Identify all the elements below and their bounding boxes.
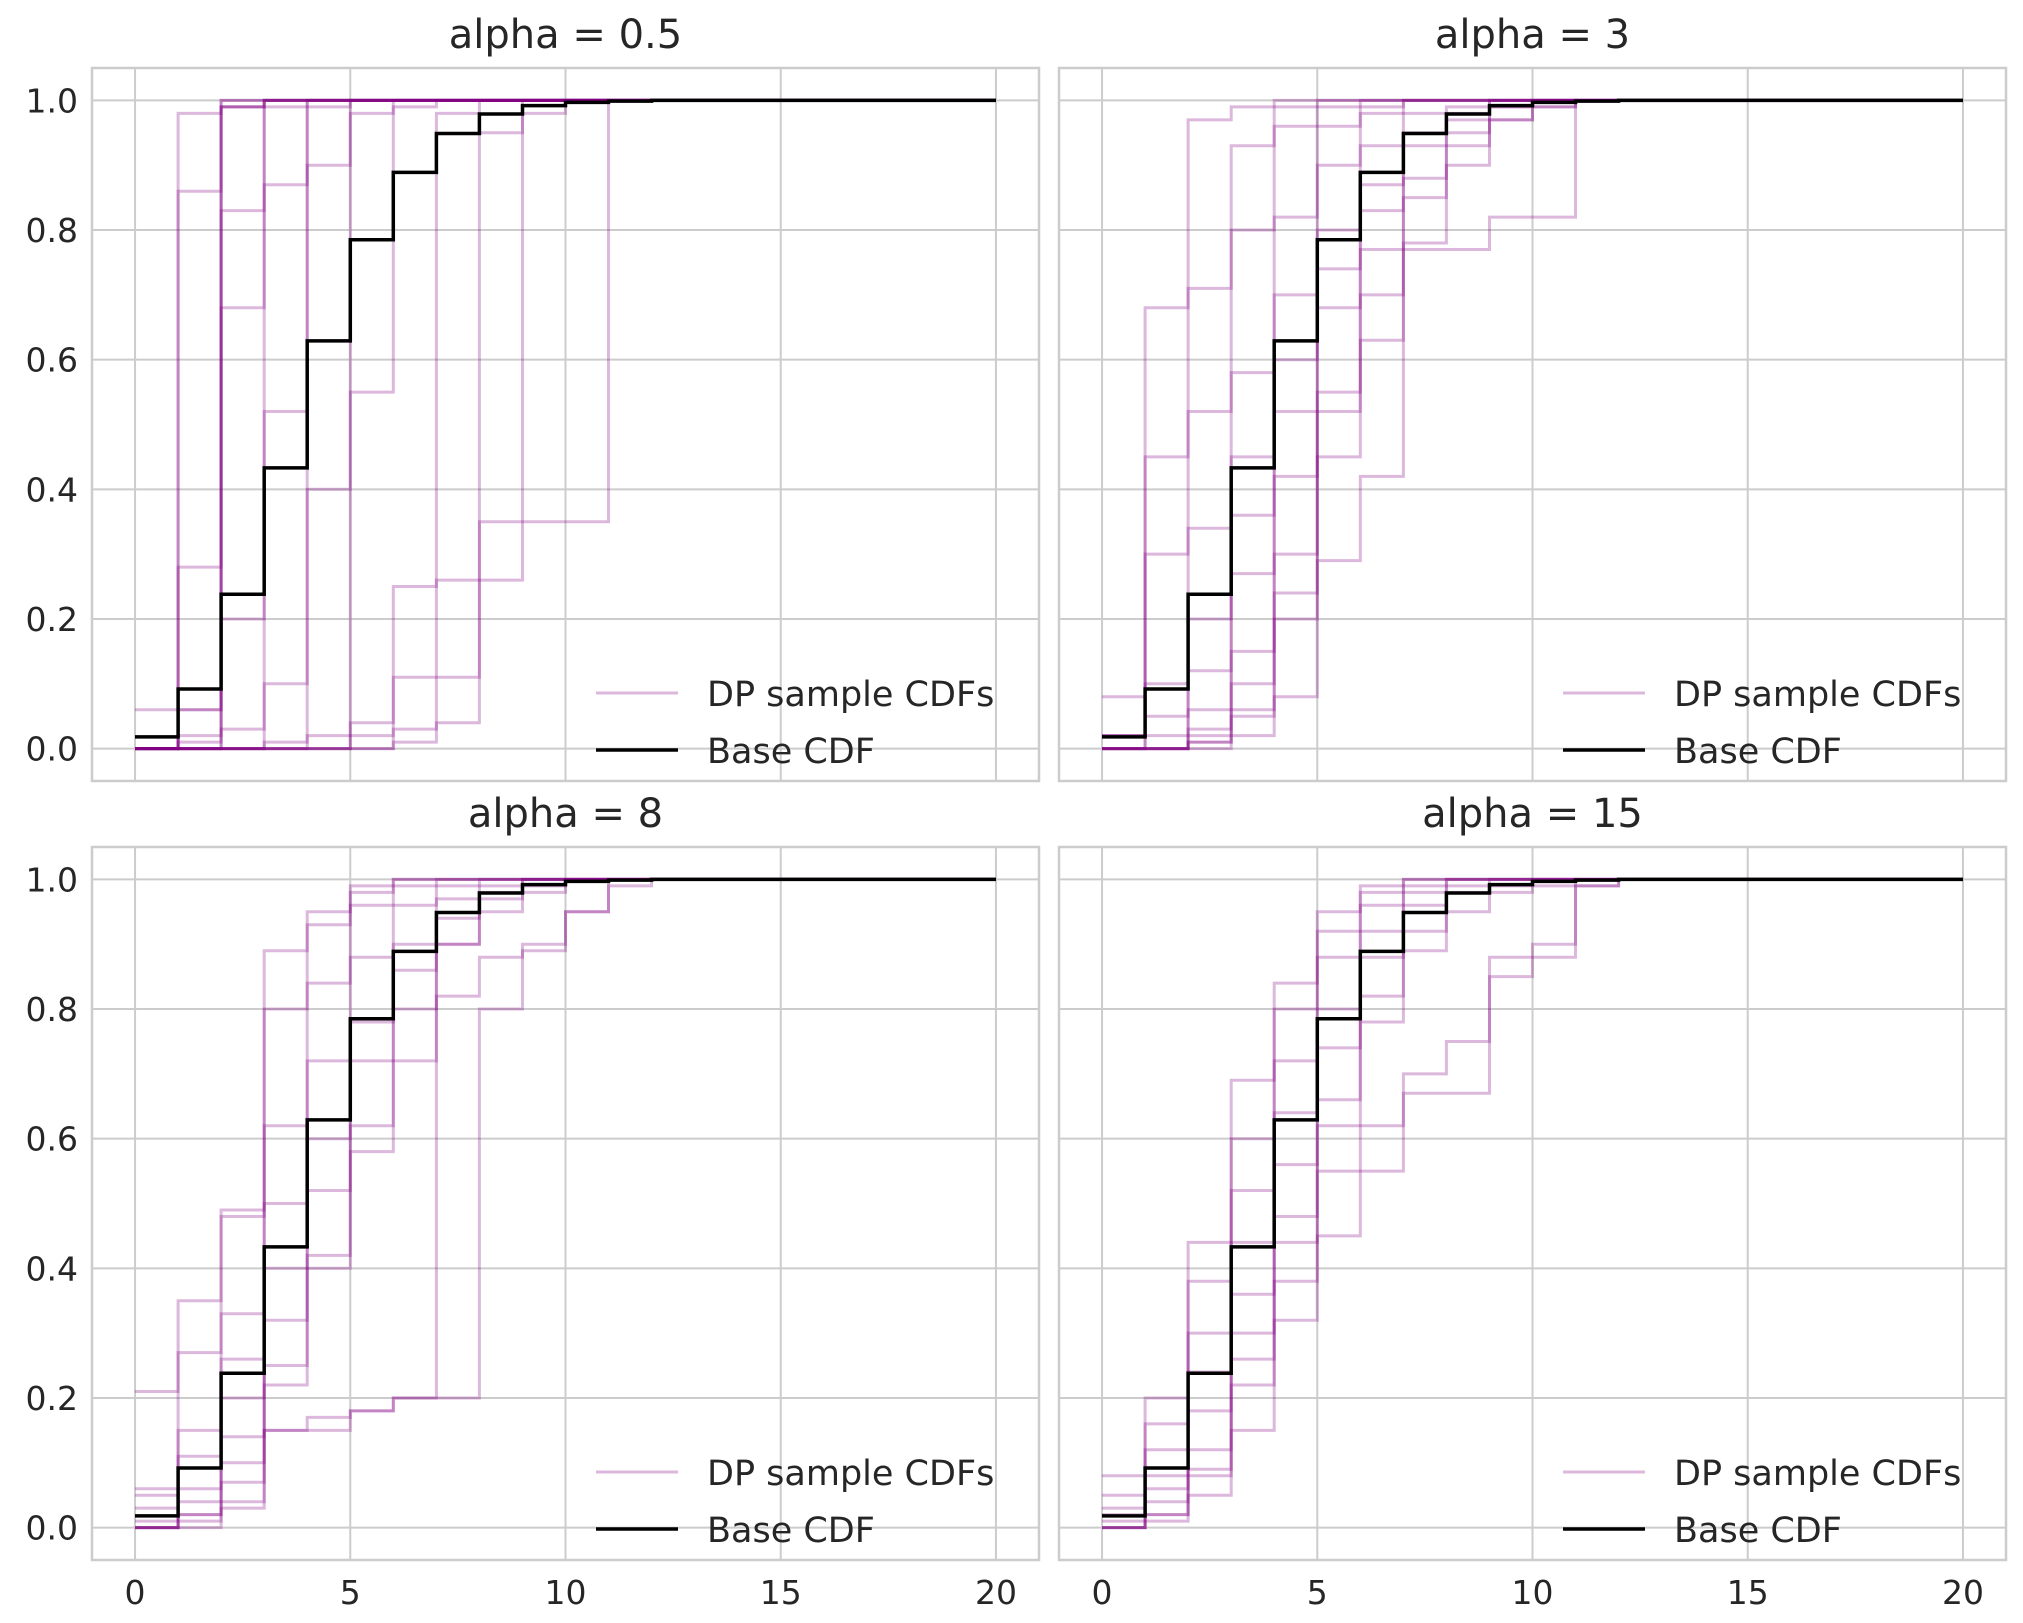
y-tick-label: 0.6 [26,341,78,380]
x-tick-label: 5 [1307,1573,1328,1612]
y-tick-label: 1.0 [26,860,78,899]
y-tick-label: 0.8 [26,211,78,250]
legend-dp-label: DP sample CDFs [707,675,994,715]
x-tick-label: 20 [975,1573,1017,1612]
legend-dp-label: DP sample CDFs [1674,1454,1961,1494]
subplot-title: alpha = 0.5 [449,12,682,58]
y-tick-label: 0.4 [26,470,78,509]
base-cdf-line [135,877,996,1518]
x-tick-label: 20 [1942,1573,1984,1612]
legend-base-label: Base CDF [707,1511,875,1551]
legend-base-label: Base CDF [707,732,875,772]
base-cdf-line [1102,98,1963,739]
legend-base-label: Base CDF [1674,732,1842,772]
y-tick-label: 1.0 [26,81,78,120]
subplot-2: alpha = 3 DP sample CDFs Base CDF [1057,12,2008,783]
x-tick-label: 15 [760,1573,802,1612]
legend-base-label: Base CDF [1674,1511,1842,1551]
y-tick-label: 0.6 [26,1120,78,1159]
subplot-title: alpha = 15 [1422,791,1643,837]
subplot-title: alpha = 8 [468,791,663,837]
subplot-1: alpha = 0.5 0.0 0.2 0.4 0.6 0.8 1.0 DP sample C… [26,12,1041,783]
axes-frame [1057,845,2008,1562]
x-tick-label: 10 [1512,1573,1554,1612]
y-tick-label: 0.2 [26,600,78,639]
y-tick-label: 0.0 [26,1509,78,1548]
subplot-3: alpha = 8 0.0 0.2 0.4 0.6 0.8 1.0 0 5 10 15 20 DP sa… [26,791,1041,1612]
legend-dp-label: DP sample CDFs [707,1454,994,1494]
x-tick-label: 5 [340,1573,361,1612]
base-cdf-line [135,98,996,739]
base-cdf-line [1102,877,1963,1518]
axes-frame [90,845,1041,1562]
axes-frame [90,66,1041,783]
axes-frame [1057,66,2008,783]
legend-dp-label: DP sample CDFs [1674,675,1961,715]
x-tick-label: 0 [125,1573,146,1612]
y-tick-label: 0.4 [26,1249,78,1288]
x-tick-label: 15 [1727,1573,1769,1612]
y-tick-label: 0.0 [26,730,78,769]
subplot-title: alpha = 3 [1435,12,1630,58]
subplot-4: alpha = 15 0 5 10 15 20 DP sample CDFs Base CDF [1057,791,2008,1612]
x-tick-label: 0 [1092,1573,1113,1612]
y-tick-label: 0.2 [26,1379,78,1418]
y-tick-label: 0.8 [26,990,78,1029]
x-tick-label: 10 [545,1573,587,1612]
